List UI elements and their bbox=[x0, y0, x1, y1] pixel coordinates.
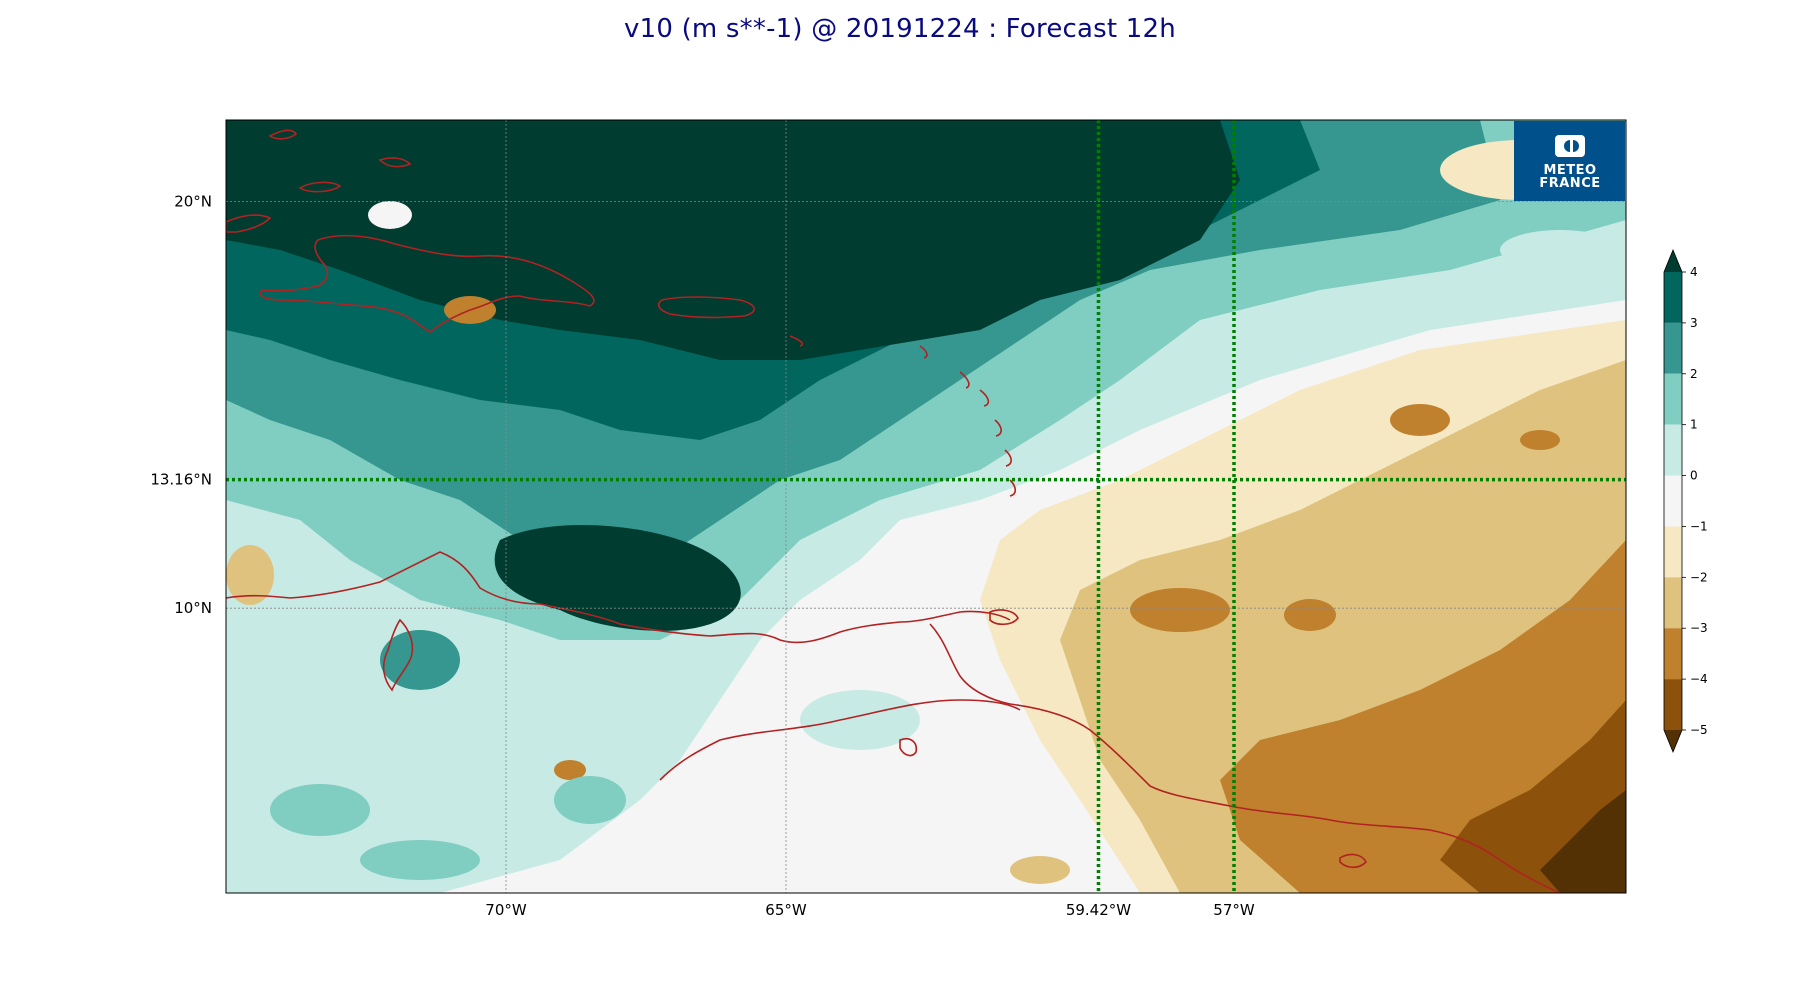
colorbar-segment bbox=[1664, 577, 1682, 629]
longitude-labels: 70°W 65°W 59.42°W 57°W bbox=[485, 901, 1255, 919]
colorbar-tick-label: 3 bbox=[1690, 316, 1698, 330]
logo-background bbox=[1514, 121, 1625, 201]
colorbar-tick-label: 2 bbox=[1690, 367, 1698, 381]
coastline-south-america-north bbox=[226, 551, 1011, 644]
colorbar-tick-label: −2 bbox=[1690, 570, 1708, 584]
gridlines bbox=[226, 120, 1626, 893]
colorbar-segment bbox=[1664, 272, 1682, 323]
coastline-trinidad bbox=[989, 609, 1019, 626]
colorbar-segment bbox=[1664, 475, 1682, 527]
lon-tick-label: 65°W bbox=[765, 901, 807, 919]
lon-tick-label: 70°W bbox=[485, 901, 527, 919]
field-blob-brown-2 bbox=[1284, 599, 1336, 631]
colorbar-extend-bottom bbox=[1664, 730, 1682, 752]
field-blob-teal-2 bbox=[270, 784, 370, 836]
colorbar-tick-label: 0 bbox=[1690, 469, 1698, 483]
field-blob-brown-8 bbox=[1010, 856, 1070, 884]
field-blob-brown-1 bbox=[1130, 588, 1230, 632]
wind-field-map bbox=[226, 120, 1626, 893]
coastline-orinoco-guyana bbox=[929, 623, 1561, 893]
field-blob-brown-3 bbox=[1390, 404, 1450, 436]
field-blob-brown-7 bbox=[226, 545, 274, 605]
field-blob-teal-4 bbox=[800, 690, 920, 750]
highlight-lines bbox=[226, 120, 1626, 893]
coastline-interior-border bbox=[659, 699, 1021, 781]
colorbar-segment bbox=[1664, 322, 1682, 374]
colorbar-tick-label: 4 bbox=[1690, 265, 1698, 279]
lat-tick-label: 13.16°N bbox=[150, 471, 212, 489]
field-blob-light-2 bbox=[1500, 230, 1620, 270]
colorbar-segment bbox=[1664, 424, 1682, 476]
field-blob-teal-3 bbox=[554, 776, 626, 824]
field-zone-brown-darkest bbox=[1540, 790, 1626, 893]
coastline-lesser-antilles bbox=[789, 335, 1017, 497]
latitude-labels: 20°N 13.16°N 10°N bbox=[150, 192, 212, 617]
logo-line1: METEO bbox=[1543, 163, 1596, 178]
lat-tick-label: 10°N bbox=[174, 599, 212, 617]
colorbar-tick-label: −5 bbox=[1690, 723, 1708, 737]
colorbar-segment bbox=[1664, 373, 1682, 425]
field-zone-teal-dark-blob bbox=[494, 525, 741, 631]
colorbar-tick-label: −4 bbox=[1690, 672, 1708, 686]
figure-title: v10 (m s**-1) @ 20191224 : Forecast 12h bbox=[624, 14, 1176, 44]
colorbar-segment bbox=[1664, 628, 1682, 680]
coastline-island-south bbox=[899, 737, 918, 757]
coastline-island-2 bbox=[378, 157, 412, 168]
colorbar-segment bbox=[1664, 526, 1682, 578]
colorbar-tick-label: −3 bbox=[1690, 621, 1708, 635]
coastline-maracaibo bbox=[382, 618, 414, 692]
field-blob-light-3 bbox=[368, 201, 412, 229]
coastline-island-1 bbox=[298, 181, 342, 193]
colorbar-tick-label: −1 bbox=[1690, 519, 1708, 533]
colorbar-segment bbox=[1664, 679, 1682, 730]
field-blob-brown-5 bbox=[554, 760, 586, 780]
coastline-cuba-tip bbox=[226, 214, 272, 233]
meteo-france-logo: METEO FRANCE bbox=[1514, 121, 1625, 201]
colorbar: 4 3 2 1 0 −1 −2 −3 −4 −5 bbox=[1663, 248, 1708, 754]
lon-tick-label: 59.42°W bbox=[1066, 901, 1131, 919]
coastline-puerto-rico bbox=[657, 296, 755, 319]
map-frame bbox=[225, 119, 1627, 894]
logo-icon-symbol bbox=[1564, 140, 1579, 152]
coastlines bbox=[226, 129, 1561, 893]
lat-tick-label: 20°N bbox=[174, 192, 212, 210]
lon-tick-label: 57°W bbox=[1213, 901, 1255, 919]
colorbar-extend-top bbox=[1664, 250, 1682, 272]
coastline-hispaniola bbox=[259, 234, 595, 333]
coastline-island-3 bbox=[268, 129, 298, 140]
colorbar-tick-label: 1 bbox=[1690, 418, 1698, 432]
field-blob-teal-1 bbox=[360, 840, 480, 880]
logo-line2: FRANCE bbox=[1539, 176, 1600, 191]
coastline-island-east bbox=[1339, 853, 1367, 869]
field-blob-brown-4 bbox=[1520, 430, 1560, 450]
